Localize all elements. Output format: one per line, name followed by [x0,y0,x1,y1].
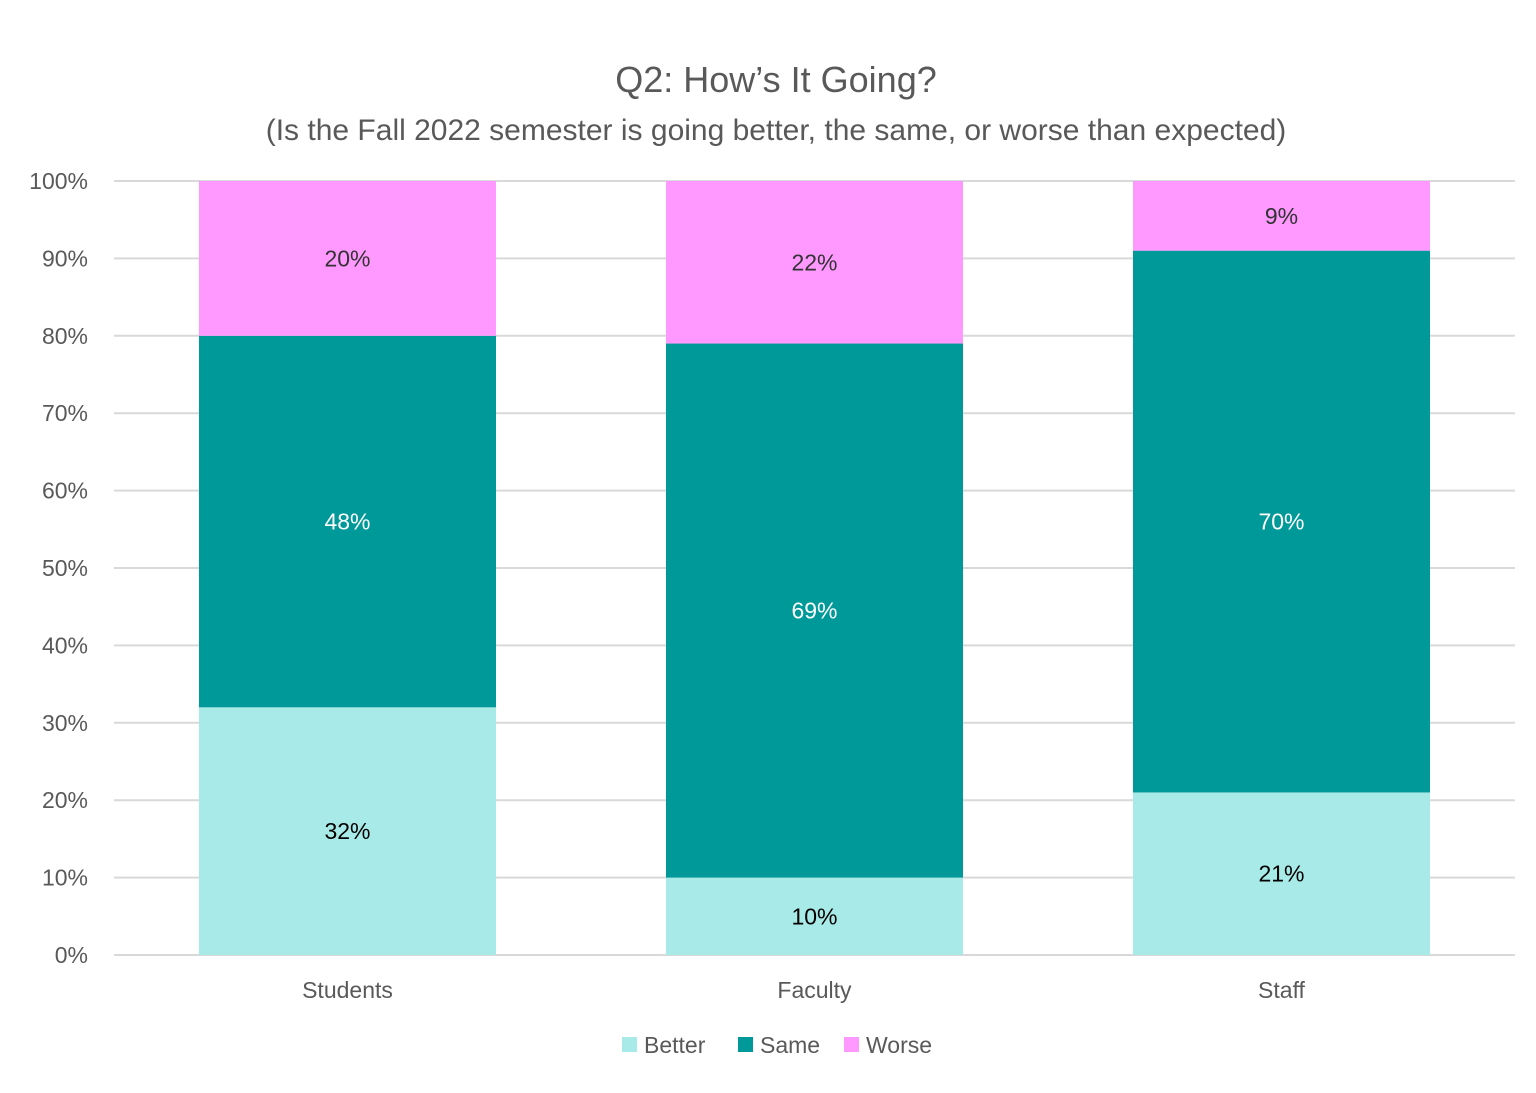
x-tick-label: Students [302,977,393,1003]
data-label: 21% [1258,861,1304,887]
data-label: 48% [324,509,370,535]
y-tick-label: 0% [55,942,88,968]
bar-segment-better [199,707,496,955]
legend-label: Better [644,1032,706,1058]
y-tick-label: 30% [42,710,88,736]
legend-item-better: Better [622,1032,706,1058]
legend-swatch [622,1037,637,1052]
bar-segment-same [666,343,963,878]
data-label: 32% [324,818,370,844]
bar-segment-worse [199,181,496,336]
chart-subtitle: (Is the Fall 2022 semester is going bett… [266,114,1287,147]
y-tick-label: 20% [42,787,88,813]
bar-segment-same [199,335,496,708]
bar-segment-same [1133,250,1430,793]
legend-swatch [738,1037,753,1052]
x-tick-label: Faculty [777,977,852,1003]
y-tick-label: 80% [42,323,88,349]
y-tick-label: 100% [29,168,88,194]
data-label: 70% [1258,509,1304,535]
y-tick-label: 50% [42,555,88,581]
bar-segment-better [666,877,963,955]
y-tick-label: 90% [42,245,88,271]
y-tick-label: 40% [42,632,88,658]
legend-item-worse: Worse [844,1032,932,1058]
legend-label: Worse [866,1032,932,1058]
data-label: 20% [324,245,370,271]
data-label: 69% [791,598,837,624]
bar-segment-worse [666,181,963,344]
legend-item-same: Same [738,1032,820,1058]
bar-segment-worse [1133,181,1430,251]
y-tick-label: 70% [42,400,88,426]
data-label: 10% [791,903,837,929]
y-tick-label: 10% [42,865,88,891]
bar-segment-better [1133,792,1430,955]
legend-label: Same [760,1032,820,1058]
legend-swatch [844,1037,859,1052]
x-tick-label: Staff [1258,977,1305,1003]
y-tick-label: 60% [42,478,88,504]
data-label: 22% [791,249,837,275]
data-label: 9% [1265,203,1298,229]
chart-title: Q2: How’s It Going? [615,59,937,100]
